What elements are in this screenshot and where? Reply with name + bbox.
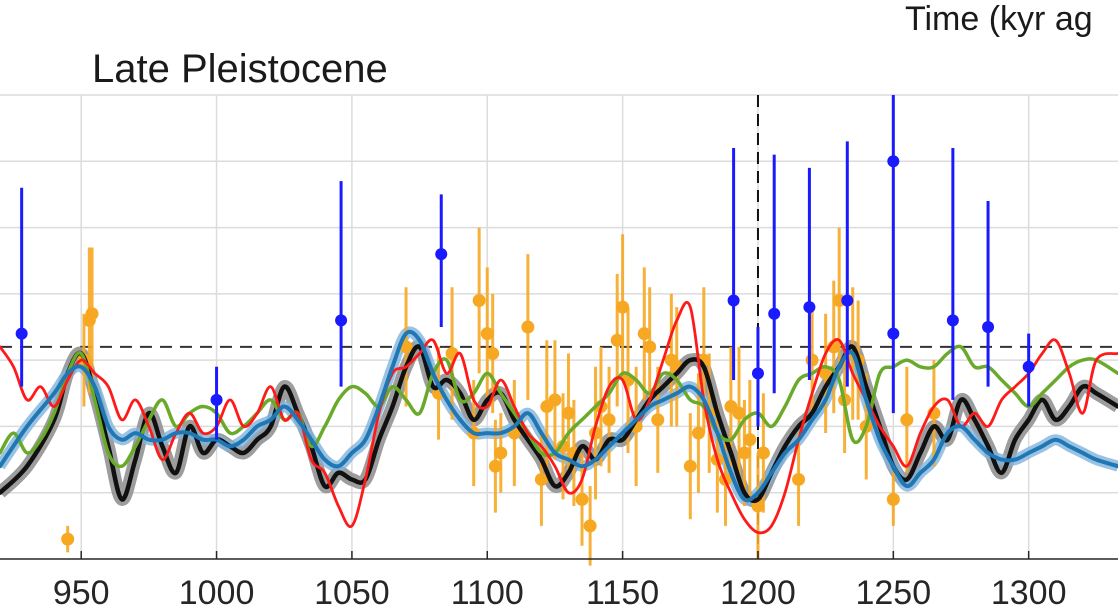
orange-point <box>691 426 705 440</box>
x-tick-label: 1250 <box>855 574 931 612</box>
blue-point <box>1022 360 1035 373</box>
orange-point <box>637 327 651 341</box>
orange-point <box>548 393 562 407</box>
blue-point <box>887 155 900 168</box>
blue-point <box>751 367 764 380</box>
orange-point <box>480 327 494 341</box>
blue-point <box>841 294 854 307</box>
x-tick-label: 1300 <box>991 574 1067 612</box>
black-series-line <box>0 344 1118 504</box>
x-tick-label: 950 <box>53 574 110 612</box>
chart-title: Late Pleistocene <box>92 47 388 91</box>
blue-series-line <box>0 329 1118 503</box>
x-tick-label: 1200 <box>720 574 796 612</box>
orange-point <box>610 333 624 347</box>
blue-point <box>727 294 740 307</box>
orange-point <box>683 459 697 473</box>
orange-point <box>575 492 589 506</box>
orange-point <box>737 446 751 460</box>
orange-point <box>819 366 833 380</box>
blue-point <box>887 327 900 340</box>
orange-point <box>900 413 914 427</box>
orange-point <box>756 446 770 460</box>
orange-point <box>521 320 535 334</box>
x-tick-label: 1000 <box>179 574 255 612</box>
orange-point <box>602 413 616 427</box>
orange-point <box>561 406 575 420</box>
orange-point <box>732 406 746 420</box>
orange-point <box>583 519 597 533</box>
blue-point <box>768 307 781 320</box>
blue-point <box>15 327 28 340</box>
blue-point <box>335 314 348 327</box>
blue-proxy-points <box>15 155 1035 406</box>
orange-point <box>494 446 508 460</box>
orange-point <box>743 433 757 447</box>
orange-point <box>85 307 99 321</box>
orange-point <box>643 340 657 354</box>
blue-proxy-errorbars <box>20 95 1031 440</box>
orange-point <box>61 532 75 546</box>
orange-point <box>805 353 819 367</box>
orange-point <box>886 492 900 506</box>
x-tick-labels: 950 1000 1050 1100 1150 1200 1250 1300 <box>53 551 1067 612</box>
blue-point <box>946 314 959 327</box>
series-lines <box>0 300 1118 535</box>
blue-point <box>803 301 816 314</box>
orange-point <box>792 472 806 486</box>
orange-point <box>651 413 665 427</box>
x-axis-label: Time (kyr ag <box>905 0 1093 38</box>
orange-point <box>486 347 500 361</box>
blue-point <box>435 248 448 261</box>
orange-proxy-points <box>61 293 941 546</box>
orange-point <box>472 293 486 307</box>
orange-point <box>616 300 630 314</box>
blue-point <box>982 321 995 333</box>
x-tick-label: 1150 <box>586 574 659 612</box>
x-tick-label: 1050 <box>314 574 390 612</box>
blue-point <box>210 393 223 406</box>
orange-point <box>534 472 548 486</box>
orange-point <box>488 459 502 473</box>
red-series-line <box>0 300 1118 535</box>
x-tick-label: 1100 <box>451 574 524 612</box>
